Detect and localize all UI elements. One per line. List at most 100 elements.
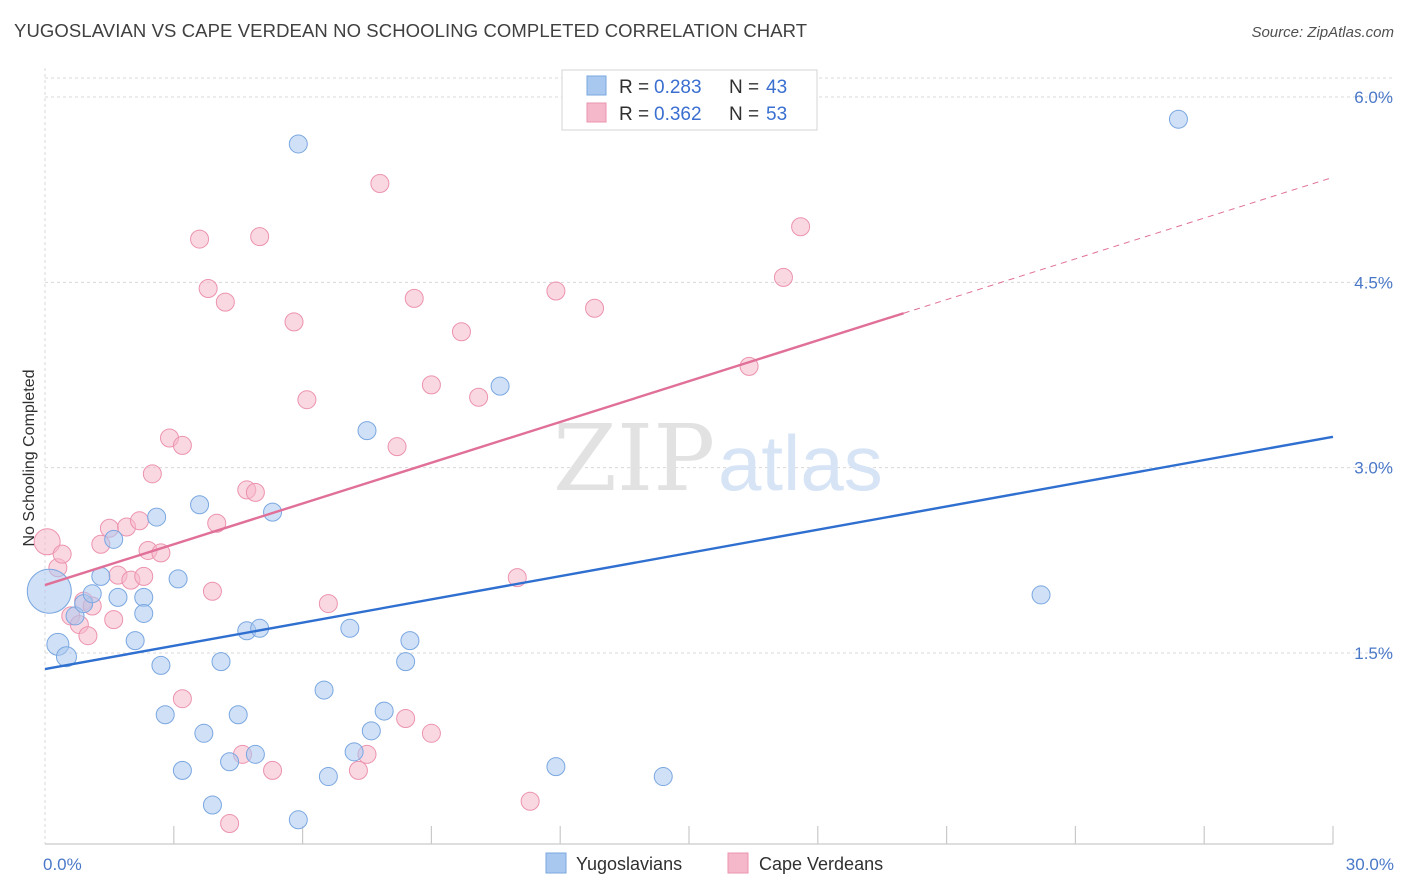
yugoslavian-point-0 [26,568,72,614]
cape-verdean-point-18 [151,543,171,563]
legend-r-value-2: 0.362 [654,104,702,125]
cape-verdean-point-51 [773,267,793,287]
series-legend-label-cape-verdeans: Cape Verdeans [759,854,883,874]
yugoslavian-point-2 [55,646,77,668]
cape-verdean-point-6 [78,626,98,646]
cape-verdean-point-43 [421,723,441,743]
cape-verdean-point-24 [202,581,222,601]
x-tick-label-1: 30.0% [1346,855,1394,874]
cape-verdean-point-23 [198,279,218,299]
cape-verdean-point-26 [215,292,235,312]
cape-verdean-point-10 [104,610,124,630]
cape-verdean-point-0 [33,528,61,556]
yugoslavian-point-31 [340,618,360,638]
legend-r-label-2: R = [619,104,654,125]
series-legend: Yugoslavians Cape Verdeans [545,852,883,874]
yugoslavian-point-5 [82,584,102,604]
yugoslavian-point-38 [490,376,510,396]
yugoslavian-point-15 [168,569,188,589]
stats-legend: R = 0.283 N = 43 R = 0.362 N = 53 [561,69,818,131]
trend-lines [44,176,1334,671]
cape-verdean-point-49 [585,298,605,318]
cape-verdean-point-40 [396,708,416,728]
cape-verdean-point-33 [284,312,304,332]
yugoslavian-point-33 [357,421,377,441]
cape-verdean-point-17 [142,464,162,484]
chart-title: YUGOSLAVIAN VS CAPE VERDEAN NO SCHOOLING… [14,20,808,41]
legend-r-value-1: 0.283 [654,77,702,98]
yugoslavian-point-24 [245,744,265,764]
cape-verdean-trend-line [44,312,905,587]
watermark-zip: ZIP [553,405,715,512]
yugoslavian-point-28 [288,810,308,830]
legend-swatch-pink [586,102,607,123]
cape-verdean-point-32 [263,760,283,780]
legend-swatch-blue [586,75,607,96]
series-legend-swatch-yugoslavians [545,852,567,874]
yugoslavian-point-7 [104,529,124,549]
yugoslavian-point-29 [314,680,334,700]
series-legend-swatch-cape-verdeans [727,852,749,874]
cape-verdean-point-31 [250,227,270,247]
source-label: Source: ZipAtlas.com [1251,24,1394,41]
yugoslavian-point-36 [396,652,416,672]
y-tick-label-3: 6.0% [1354,88,1393,107]
yugoslavian-point-12 [147,507,167,527]
yugoslavian-point-35 [374,701,394,721]
yugoslavian-point-40 [653,767,673,787]
cape-verdean-point-21 [172,689,192,709]
cape-verdean-point-47 [520,791,540,811]
yugoslavian-point-16 [172,760,192,780]
cape-verdean-point-42 [421,375,441,395]
yugoslavian-point-20 [211,652,231,672]
y-tick-label-2: 4.5% [1354,273,1393,292]
x-tick-labels: 0.0% 30.0% [43,855,1394,874]
yugoslavian-point-42 [1168,109,1188,129]
y-axis-label: No Schooling Completed [21,370,38,547]
yugoslavian-point-13 [151,655,171,675]
yugoslavian-point-37 [400,631,420,651]
y-tick-label-1: 3.0% [1354,459,1393,478]
yugoslavian-point-27 [288,134,308,154]
cape-verdean-point-35 [318,594,338,614]
cape-verdean-point-45 [469,387,489,407]
yugoslavian-point-18 [194,723,214,743]
cape-verdean-point-2 [52,544,72,564]
legend-n-label-2: N = [729,104,764,125]
cape-verdean-point-20 [172,435,192,455]
cape-verdean-point-15 [134,566,154,586]
yugoslavian-point-30 [318,767,338,787]
legend-n-value-2: 53 [766,104,787,125]
yugoslavian-point-11 [125,631,145,651]
cape-verdean-trend-extension [903,176,1334,314]
cape-verdean-point-30 [245,482,265,502]
cape-verdean-point-36 [348,760,368,780]
yugoslavian-point-17 [190,495,210,515]
cape-verdean-point-39 [387,437,407,457]
cape-verdean-point-22 [190,229,210,249]
cape-verdean-point-25 [207,513,227,533]
yugoslavian-point-8 [108,587,128,607]
legend-n-label-1: N = [729,77,764,98]
cape-verdean-points [33,173,811,834]
yugoslavian-point-9 [134,587,154,607]
yugoslavian-point-34 [361,721,381,741]
x-ticks [173,826,1334,844]
series-legend-label-yugoslavians: Yugoslavians [576,854,682,874]
yugoslavian-trend-line [44,435,1334,671]
yugoslavian-point-22 [228,705,248,725]
y-tick-labels: 1.5% 3.0% 4.5% 6.0% [1354,88,1393,663]
yugoslavian-point-32 [344,742,364,762]
x-tick-label-0: 0.0% [43,855,82,874]
yugoslavian-point-41 [1031,585,1051,605]
yugoslavian-points [26,109,1188,830]
cape-verdean-point-48 [546,281,566,301]
cape-verdean-point-27 [220,814,240,834]
legend-n-value-1: 43 [766,77,787,98]
y-tick-label-0: 1.5% [1354,644,1393,663]
cape-verdean-point-41 [404,288,424,308]
cape-verdean-point-52 [791,217,811,237]
yugoslavian-point-21 [220,752,240,772]
cape-verdean-point-14 [129,511,149,531]
